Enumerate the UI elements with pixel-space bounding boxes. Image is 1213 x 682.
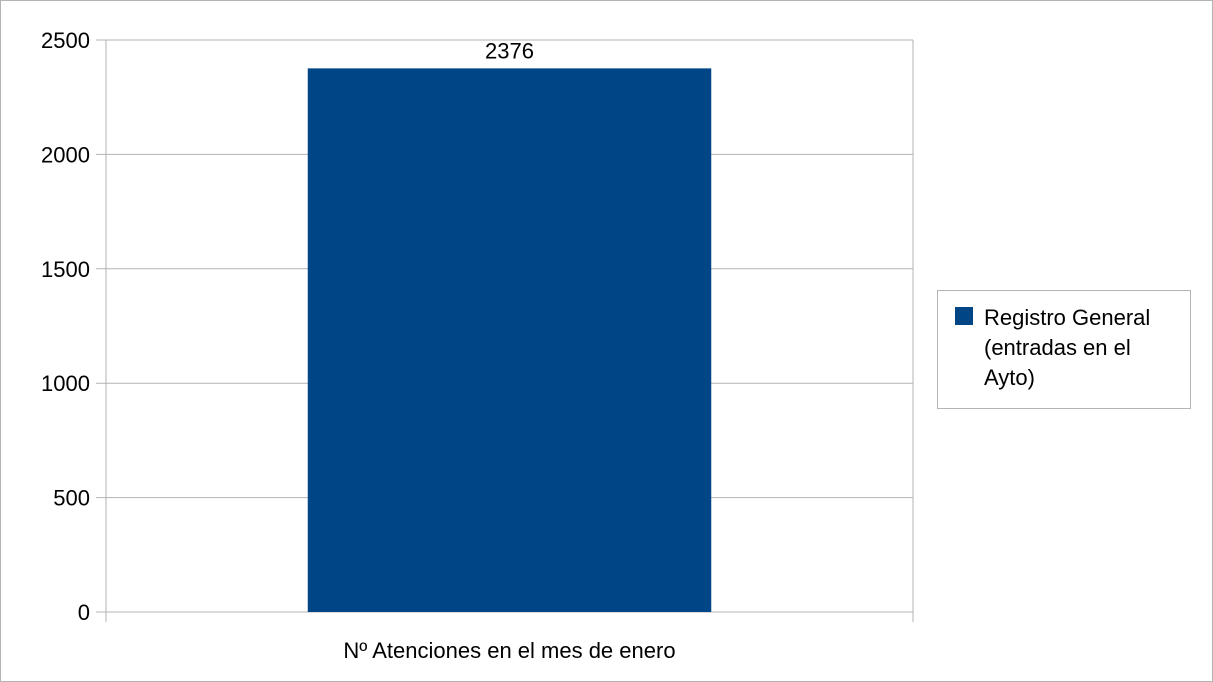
legend: Registro General (entradas en el Ayto): [937, 290, 1191, 409]
labels: 0 500 1000 1500 2000 2500 2376 Nº Atenciones en…: [41, 28, 676, 663]
y-tick-label: 1000: [41, 371, 90, 396]
legend-swatch: [955, 307, 973, 325]
axes: [105, 40, 914, 622]
y-tick-label: 0: [78, 600, 90, 625]
y-tick-label: 500: [53, 486, 90, 511]
y-tick-label: 1500: [41, 257, 90, 282]
bars: [307, 68, 712, 612]
y-tick-label: 2000: [41, 142, 90, 167]
y-tick-label: 2500: [41, 28, 90, 53]
data-label: 2376: [485, 38, 534, 63]
x-category-label: Nº Atenciones en el mes de enero: [343, 638, 675, 663]
bar: [307, 68, 712, 612]
legend-label: Registro General (entradas en el Ayto): [984, 305, 1151, 390]
